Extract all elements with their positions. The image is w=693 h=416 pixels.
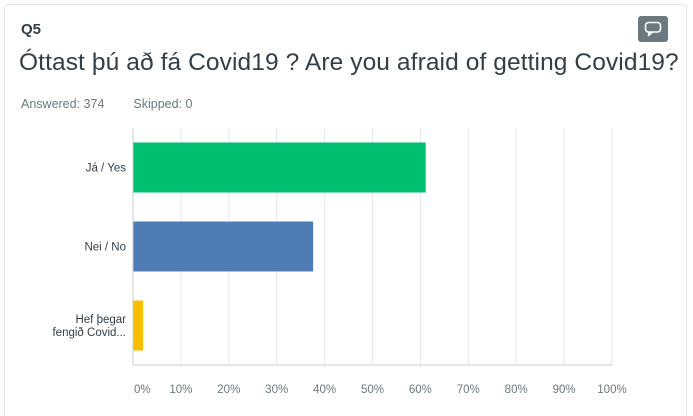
category-label: Hef þegar fengið Covid... bbox=[52, 314, 126, 339]
x-tick-label: 80% bbox=[505, 384, 528, 396]
skipped-label: Skipped: bbox=[133, 97, 183, 111]
skipped-value: 0 bbox=[185, 97, 193, 111]
x-tick-label: 40% bbox=[313, 384, 336, 396]
question-card: Q5 Óttast þú að fá Covid19 ? Are you afr… bbox=[4, 4, 687, 416]
bar bbox=[133, 300, 144, 351]
category-label: Nei / No bbox=[84, 242, 126, 254]
category-label: Já / Yes bbox=[86, 163, 127, 175]
question-number: Q5 bbox=[21, 21, 42, 38]
x-tick-label: 30% bbox=[265, 384, 288, 396]
bar bbox=[133, 221, 314, 272]
x-tick-label: 0% bbox=[134, 384, 151, 396]
x-tick-label: 60% bbox=[409, 384, 432, 396]
x-tick-label: 90% bbox=[553, 384, 576, 396]
question-title: Óttast þú að fá Covid19 ? Are you afraid… bbox=[19, 49, 679, 76]
x-tick-label: 20% bbox=[217, 384, 240, 396]
answered-value: 374 bbox=[83, 97, 105, 111]
comment-button[interactable] bbox=[638, 16, 668, 42]
bar bbox=[133, 142, 426, 193]
answered-label: Answered: bbox=[21, 97, 81, 111]
x-tick-label: 70% bbox=[457, 384, 480, 396]
x-tick-label: 100% bbox=[597, 384, 626, 396]
x-tick-label: 50% bbox=[361, 384, 384, 396]
speech-bubble-icon bbox=[644, 21, 662, 37]
response-stats: Answered: 374 Skipped: 0 bbox=[21, 97, 192, 111]
x-tick-label: 10% bbox=[169, 384, 192, 396]
